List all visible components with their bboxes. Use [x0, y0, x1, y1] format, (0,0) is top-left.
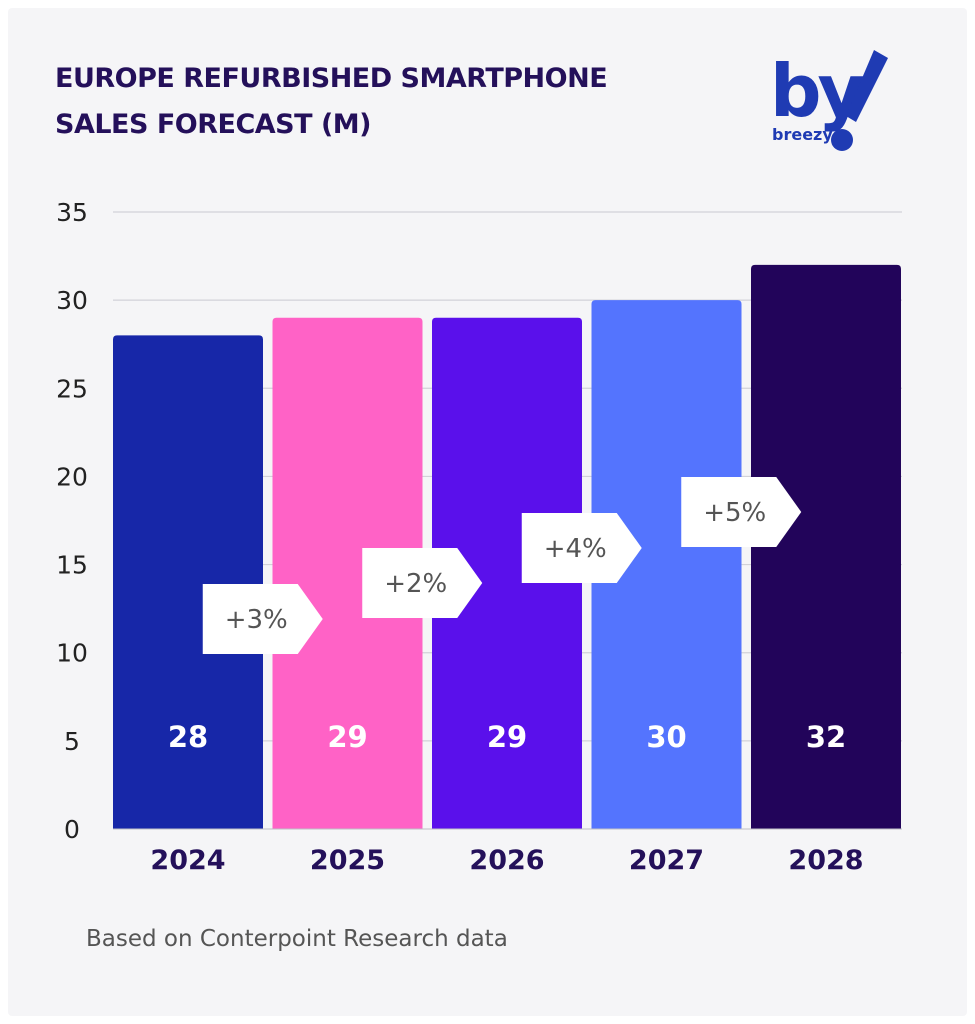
source-footnote: Based on Conterpoint Research data: [86, 926, 508, 952]
y-tick-label: 15: [56, 551, 88, 580]
title-line-2: SALES FORECAST (M): [55, 109, 372, 140]
logo-exclamation-dot: [831, 129, 853, 151]
y-tick-label: 25: [56, 374, 88, 403]
bar-value-label: 28: [168, 720, 208, 754]
y-tick-label: 10: [56, 639, 88, 668]
bar-value-label: 32: [806, 720, 846, 754]
growth-tag: [362, 548, 483, 618]
breezy-logo: by breezy: [770, 49, 888, 151]
logo-wordmark: breezy: [772, 125, 833, 144]
growth-label: +3%: [225, 605, 288, 635]
logo-exclamation-stem: [846, 50, 888, 122]
bar-2028: [751, 264, 901, 829]
x-tick-label: 2028: [788, 845, 863, 876]
y-tick-label: 30: [56, 286, 88, 315]
x-tick-label: 2025: [310, 845, 385, 876]
bar-2024: [113, 335, 263, 829]
bar-value-label: 30: [646, 720, 686, 754]
growth-label: +5%: [703, 498, 766, 528]
y-tick-label: 35: [56, 198, 88, 227]
x-tick-label: 2024: [150, 845, 225, 876]
title-line-1: EUROPE REFURBISHED SMARTPHONE: [55, 63, 608, 94]
y-tick-label: 20: [56, 462, 88, 491]
bar-value-label: 29: [327, 720, 367, 754]
bar-value-label: 29: [487, 720, 527, 754]
growth-tag: [521, 513, 642, 583]
growth-tag: [681, 477, 802, 547]
growth-label: +2%: [384, 569, 447, 599]
y-tick-label: 5: [64, 727, 80, 756]
y-tick-label: 0: [64, 815, 80, 844]
growth-label: +4%: [544, 534, 607, 564]
x-tick-label: 2027: [629, 845, 704, 876]
chart-title: EUROPE REFURBISHED SMARTPHONE SALES FORE…: [55, 56, 755, 148]
bar-2025: [272, 317, 423, 829]
bar-2026: [432, 317, 582, 829]
growth-tag: [202, 584, 323, 654]
x-tick-label: 2026: [469, 845, 544, 876]
bar-2027: [591, 300, 742, 830]
